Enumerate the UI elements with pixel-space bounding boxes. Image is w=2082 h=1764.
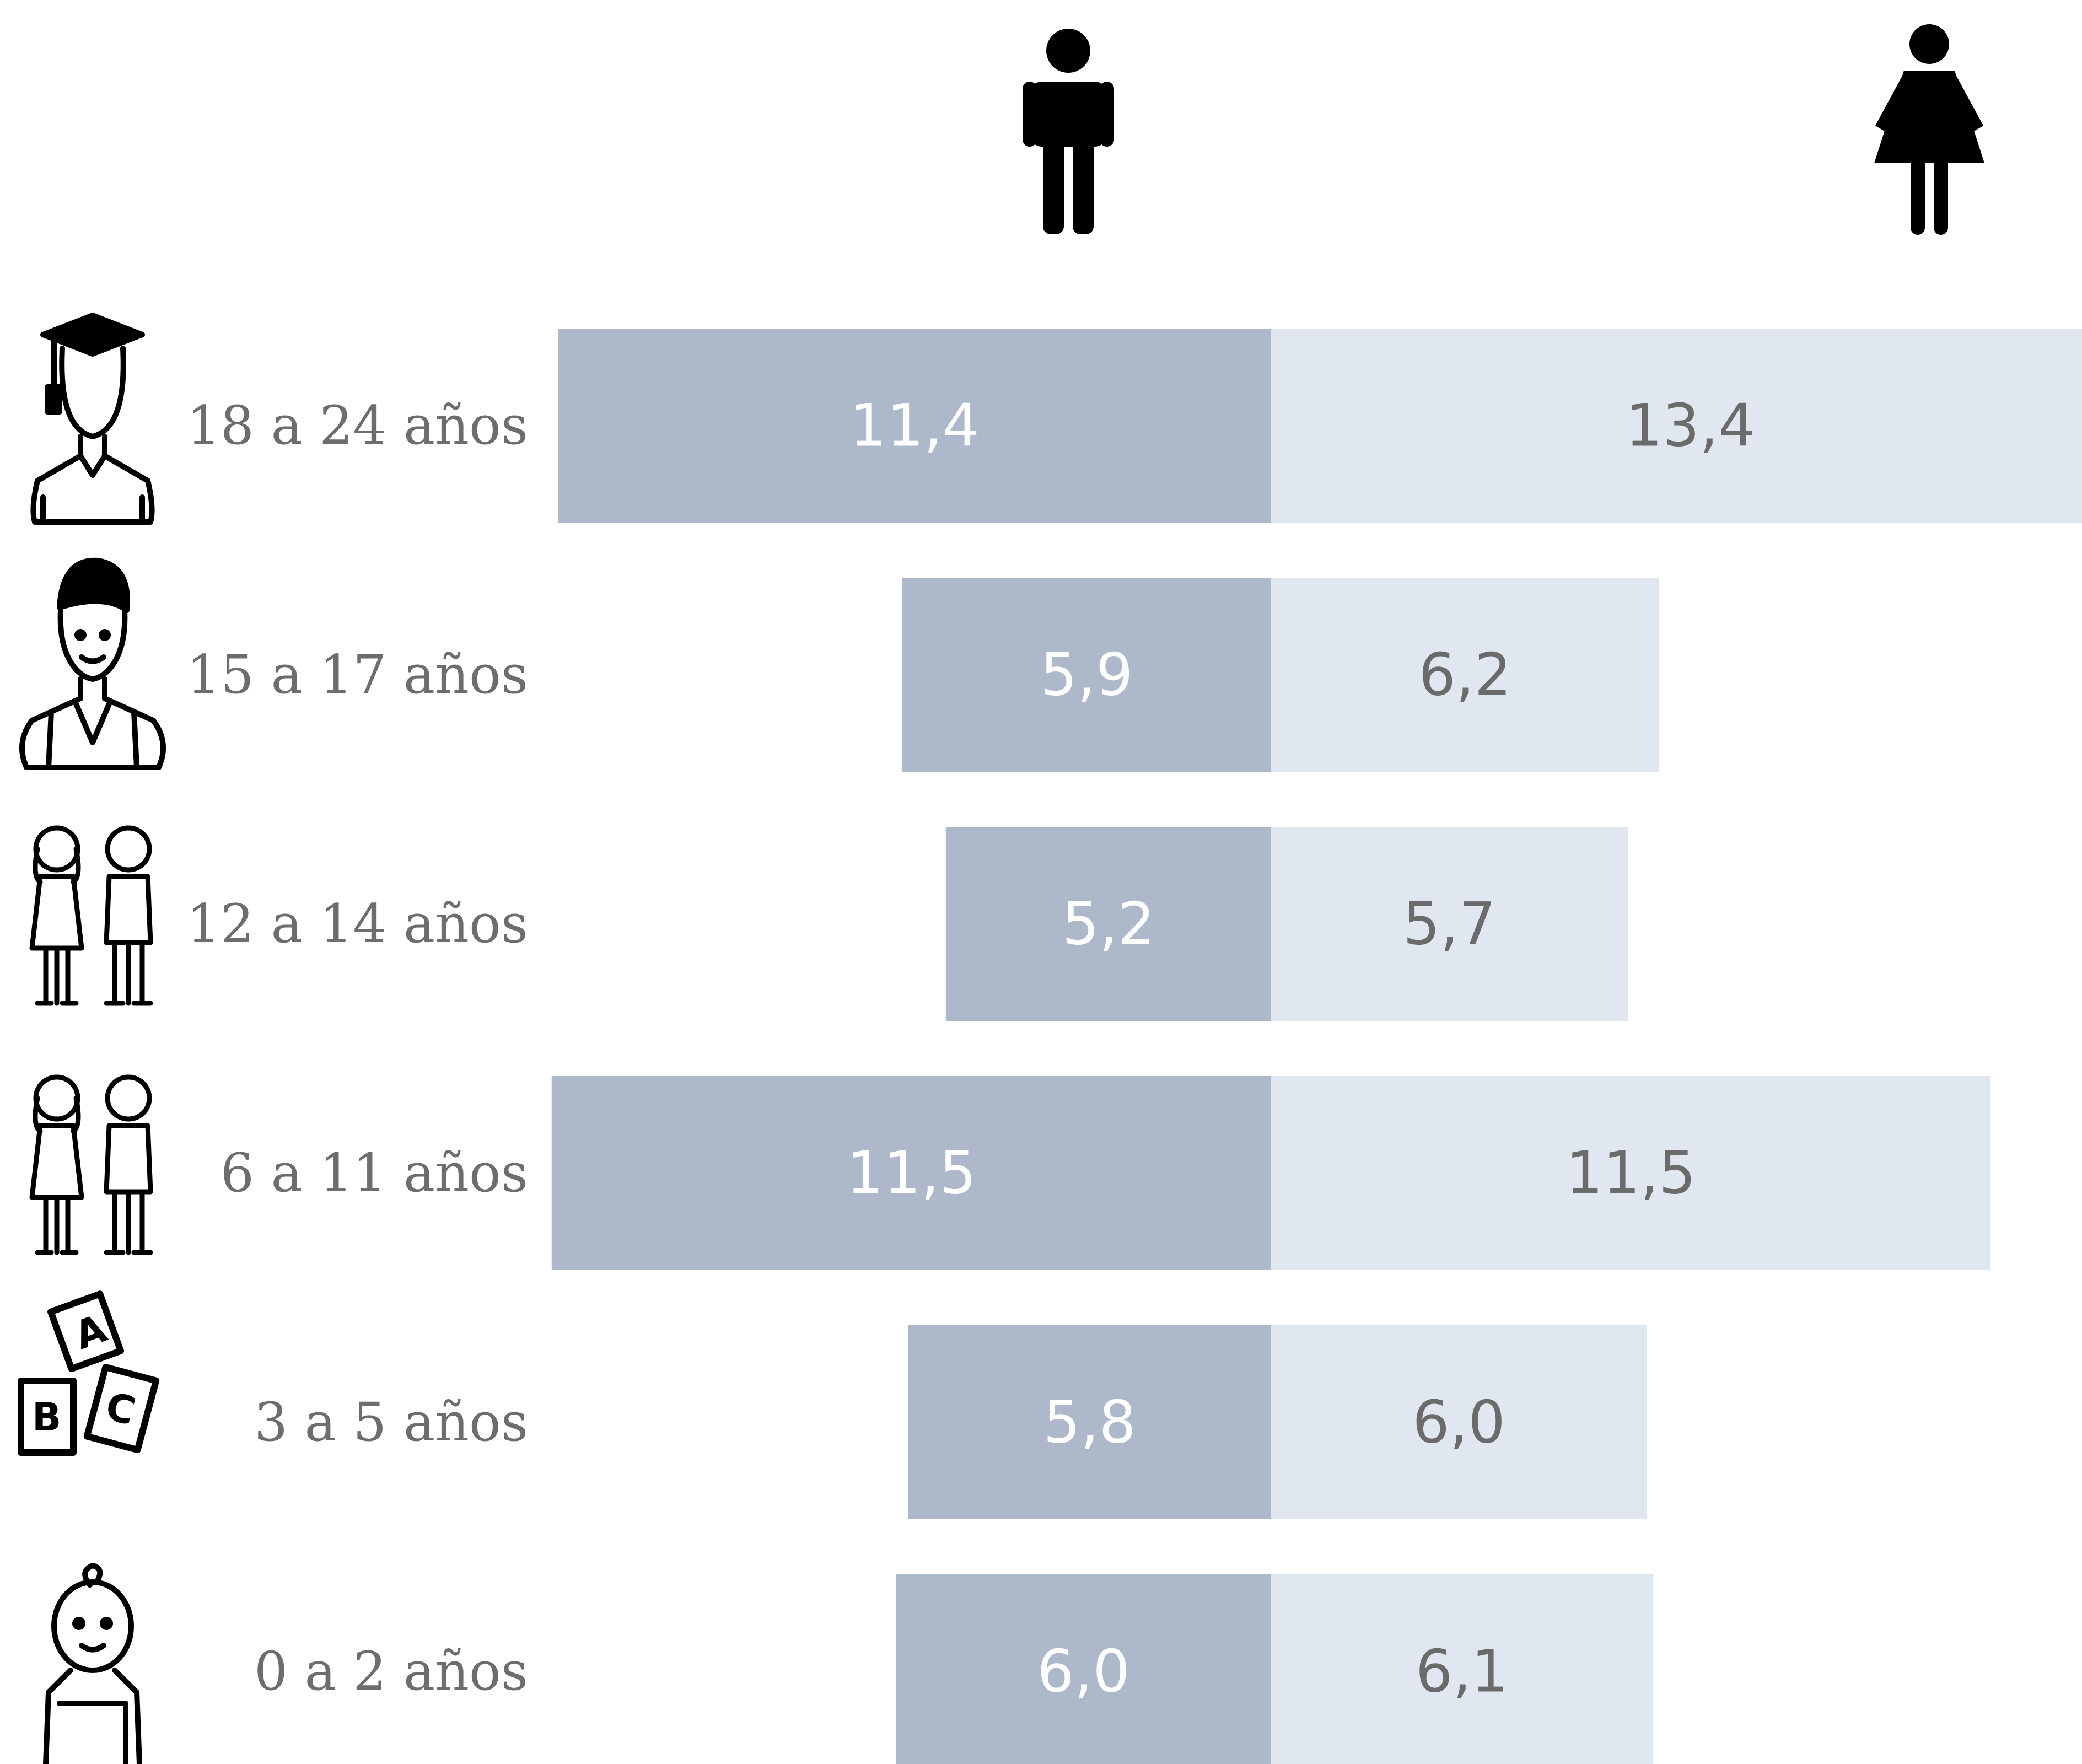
school-children-icon	[29, 1074, 153, 1255]
bar-female	[1271, 1574, 1653, 1764]
woman-icon	[1874, 24, 1984, 235]
bar-male	[908, 1325, 1271, 1519]
data-label-male: 11,5	[846, 1139, 976, 1207]
bar-male	[945, 827, 1271, 1021]
children-icon	[29, 825, 153, 1006]
data-label-female: 5,7	[1403, 890, 1496, 958]
bar-male	[896, 1574, 1271, 1764]
svg-text:B: B	[32, 1395, 61, 1440]
data-label-female: 13,4	[1625, 392, 1755, 460]
bar-female	[1271, 1076, 1991, 1270]
data-label-male: 11,4	[849, 392, 980, 460]
bar-female	[1271, 1325, 1647, 1519]
data-label-male: 5,2	[1062, 890, 1155, 958]
data-label-female: 6,0	[1412, 1389, 1505, 1456]
bars-layer	[551, 329, 2082, 1764]
bar-male	[558, 329, 1271, 523]
category-label: 18 a 24 años	[187, 395, 528, 456]
graduate-icon	[30, 313, 155, 525]
category-label: 3 a 5 años	[254, 1391, 528, 1453]
category-label: 6 a 11 años	[220, 1142, 528, 1204]
abc-blocks-icon: A B C	[18, 1290, 160, 1456]
bar-female	[1271, 827, 1628, 1021]
bar-female	[1271, 329, 2082, 523]
man-icon	[1023, 29, 1114, 234]
teenager-icon	[19, 557, 166, 770]
category-label: 12 a 14 años	[187, 893, 528, 955]
labels-layer: 11,4 13,4 18 a 24 años 5,9 6,2 15 a 17 años 5,…	[187, 392, 1756, 1706]
bar-female	[1271, 578, 1659, 772]
data-label-female: 11,5	[1566, 1139, 1696, 1207]
data-label-male: 6,0	[1037, 1638, 1130, 1706]
data-label-male: 5,8	[1043, 1389, 1137, 1456]
data-label-female: 6,1	[1416, 1638, 1509, 1706]
bar-male	[551, 1076, 1271, 1270]
svg-text:C: C	[101, 1383, 140, 1434]
bar-male	[902, 578, 1271, 772]
category-label: 15 a 17 años	[187, 644, 528, 706]
category-label: 0 a 2 años	[254, 1641, 528, 1702]
baby-icon	[43, 1563, 142, 1764]
data-label-female: 6,2	[1419, 641, 1512, 709]
data-label-male: 5,9	[1040, 641, 1133, 709]
